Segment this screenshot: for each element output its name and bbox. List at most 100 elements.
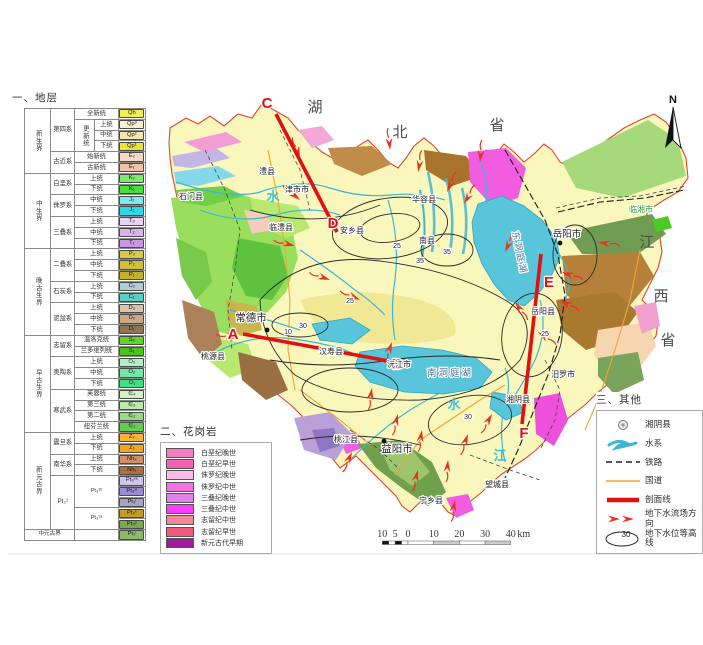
flow-arrow: [515, 302, 529, 321]
section-label-A: A: [228, 326, 239, 343]
flow-arrow-tail: [418, 149, 423, 161]
granite-legend-item: 志留纪中世: [166, 515, 266, 526]
strata-legend-title: 一、地层: [12, 92, 58, 104]
system-cell: 侏罗系: [50, 194, 76, 217]
strata-swatch: D₂: [119, 314, 145, 324]
strata-swatch: Pt₃ˣ: [119, 508, 145, 518]
other-legend-title: 三、其他: [596, 394, 642, 406]
era-cell: 新元古界: [23, 431, 52, 531]
system-cell: 石炭系: [50, 280, 76, 304]
scale-bar-cell: [484, 540, 512, 545]
strata-swatch: P₃: [119, 249, 145, 259]
system-cell: 震旦系: [50, 431, 76, 455]
strata-swatch: S₁: [119, 347, 145, 356]
series-cell: 上统: [74, 431, 119, 444]
city-label: 益阳市: [381, 442, 413, 455]
railways: [504, 149, 685, 479]
flow-arrow-head: [366, 388, 374, 401]
swatch-cell: T₁: [117, 237, 147, 250]
era-cell: 中元古界: [23, 529, 76, 541]
strata-swatch: Qh: [119, 109, 145, 119]
other-legend-label: 地下水位等高线: [645, 527, 697, 548]
series-cell: [74, 529, 119, 541]
lake-label: 南洞庭湖: [427, 367, 473, 379]
granite-legend-item: 新元古代早期: [166, 537, 266, 549]
swatch-cell: E₂: [117, 151, 147, 163]
flow-arrow: [560, 300, 580, 312]
other-legend-panel: 三、其他 湘阴县 水系 铁路 国道 剖面线 地下水流场方向 30 地下水位等高线: [596, 392, 703, 555]
flow-arrow-head: [411, 470, 419, 483]
granite-swatch: [166, 458, 194, 469]
series-cell: 全新统: [74, 108, 119, 120]
granite-swatch: [166, 447, 194, 458]
series-cell: 上统: [74, 453, 119, 466]
flow-arrow-head: [391, 414, 399, 427]
granite-swatch: [166, 492, 194, 503]
flow-arrow-tail: [450, 511, 455, 523]
swatch-cell: D₃: [117, 302, 147, 315]
flow-arrow-head: [447, 179, 456, 192]
granite-label: 新元古代早期: [201, 540, 243, 548]
series-cell: 上统: [74, 215, 119, 228]
other-legend-box: 湘阴县 水系 铁路 国道 剖面线 地下水流场方向 30 地下水位等高线: [596, 410, 703, 555]
flow-arrow-tail: [445, 471, 449, 483]
section-label-E: E: [544, 274, 554, 291]
section-line-CD: [274, 113, 339, 233]
strata-swatch: T₂: [119, 228, 145, 238]
flow-arrow: [562, 272, 584, 280]
scale-number: 0: [406, 529, 411, 540]
flow-arrow-tail: [480, 424, 487, 434]
granite-label: 志留纪中世: [201, 517, 236, 525]
flow-arrow: [447, 171, 457, 192]
strata-swatch: P₂: [119, 260, 145, 270]
swatch-cell: ∈₂: [117, 410, 147, 423]
granite-swatch: [166, 526, 194, 537]
strata-swatch: C₂: [119, 282, 145, 292]
flow-arrow-tail: [451, 171, 457, 182]
swatch-cell: E₁: [117, 161, 147, 174]
flow-arrow: [215, 332, 238, 340]
other-legend-label: 国道: [645, 475, 663, 486]
city-label: 津市市: [285, 184, 309, 194]
granite-label: 侏罗纪中世: [201, 483, 236, 491]
other-legend-item: 水系: [601, 435, 698, 454]
road-icon: [601, 477, 645, 485]
scale-bar: 10 5 0 10 20 30 40 km: [377, 529, 530, 545]
series-cell: 中统: [74, 226, 119, 239]
flow-arrow: [464, 184, 476, 204]
city-dot: [557, 240, 563, 246]
flow-arrow-head: [288, 189, 300, 200]
flow-arrow-tail: [469, 184, 476, 194]
county-boundaries: [204, 129, 687, 481]
water-table-contour-icon: 30: [601, 528, 645, 548]
strata-table: 新生界 第四系 全新统 Qh 更新统 上统 Qp³ 中统 Qp² 下统 Qp¹ 古近系 始新统 E₂ 古新统…: [23, 107, 147, 541]
city-label: 常德市: [235, 311, 267, 324]
map-labels: 湖北 省江西省石门县澧县津市市临澧县常德市桃源县汉寿县安乡县华容县南县沅江市益阳市…: [178, 98, 676, 506]
city-label: 宁乡县: [419, 495, 443, 505]
strata-swatch: S₂: [119, 336, 145, 346]
other-legend-item: 铁路: [601, 453, 698, 472]
scale-bar-subcell: [382, 540, 389, 545]
swatch-cell: Nh₂: [117, 453, 147, 466]
section-label-B: B: [392, 356, 403, 373]
flow-arrow-head: [560, 300, 573, 309]
city-label: 桃源县: [201, 351, 225, 361]
granite-legend-item: 白垩纪晚世: [166, 447, 266, 458]
flow-arrow-head: [416, 430, 424, 443]
swatch-cell: S₁: [117, 345, 147, 358]
scale-number: 40: [506, 529, 516, 540]
swatch-cell: Pt₃ᵖ: [117, 518, 147, 531]
strata-swatch: Nh₂: [119, 454, 145, 464]
strata-swatch: D₃: [119, 303, 145, 313]
flow-arrow-tail: [215, 333, 227, 338]
system-cell: 寒武系: [50, 388, 76, 433]
flow-arrow-head: [416, 159, 424, 172]
granite-label: 白垩纪早世: [201, 460, 236, 468]
swatch-cell: D₁: [117, 323, 147, 336]
province-label: 省: [489, 116, 504, 134]
section-lines: C D A B E F: [226, 94, 555, 443]
strata-swatch: ∈₃: [119, 400, 145, 410]
contour-value-label: 10: [284, 329, 292, 336]
city-label: 沅江市: [387, 359, 411, 369]
